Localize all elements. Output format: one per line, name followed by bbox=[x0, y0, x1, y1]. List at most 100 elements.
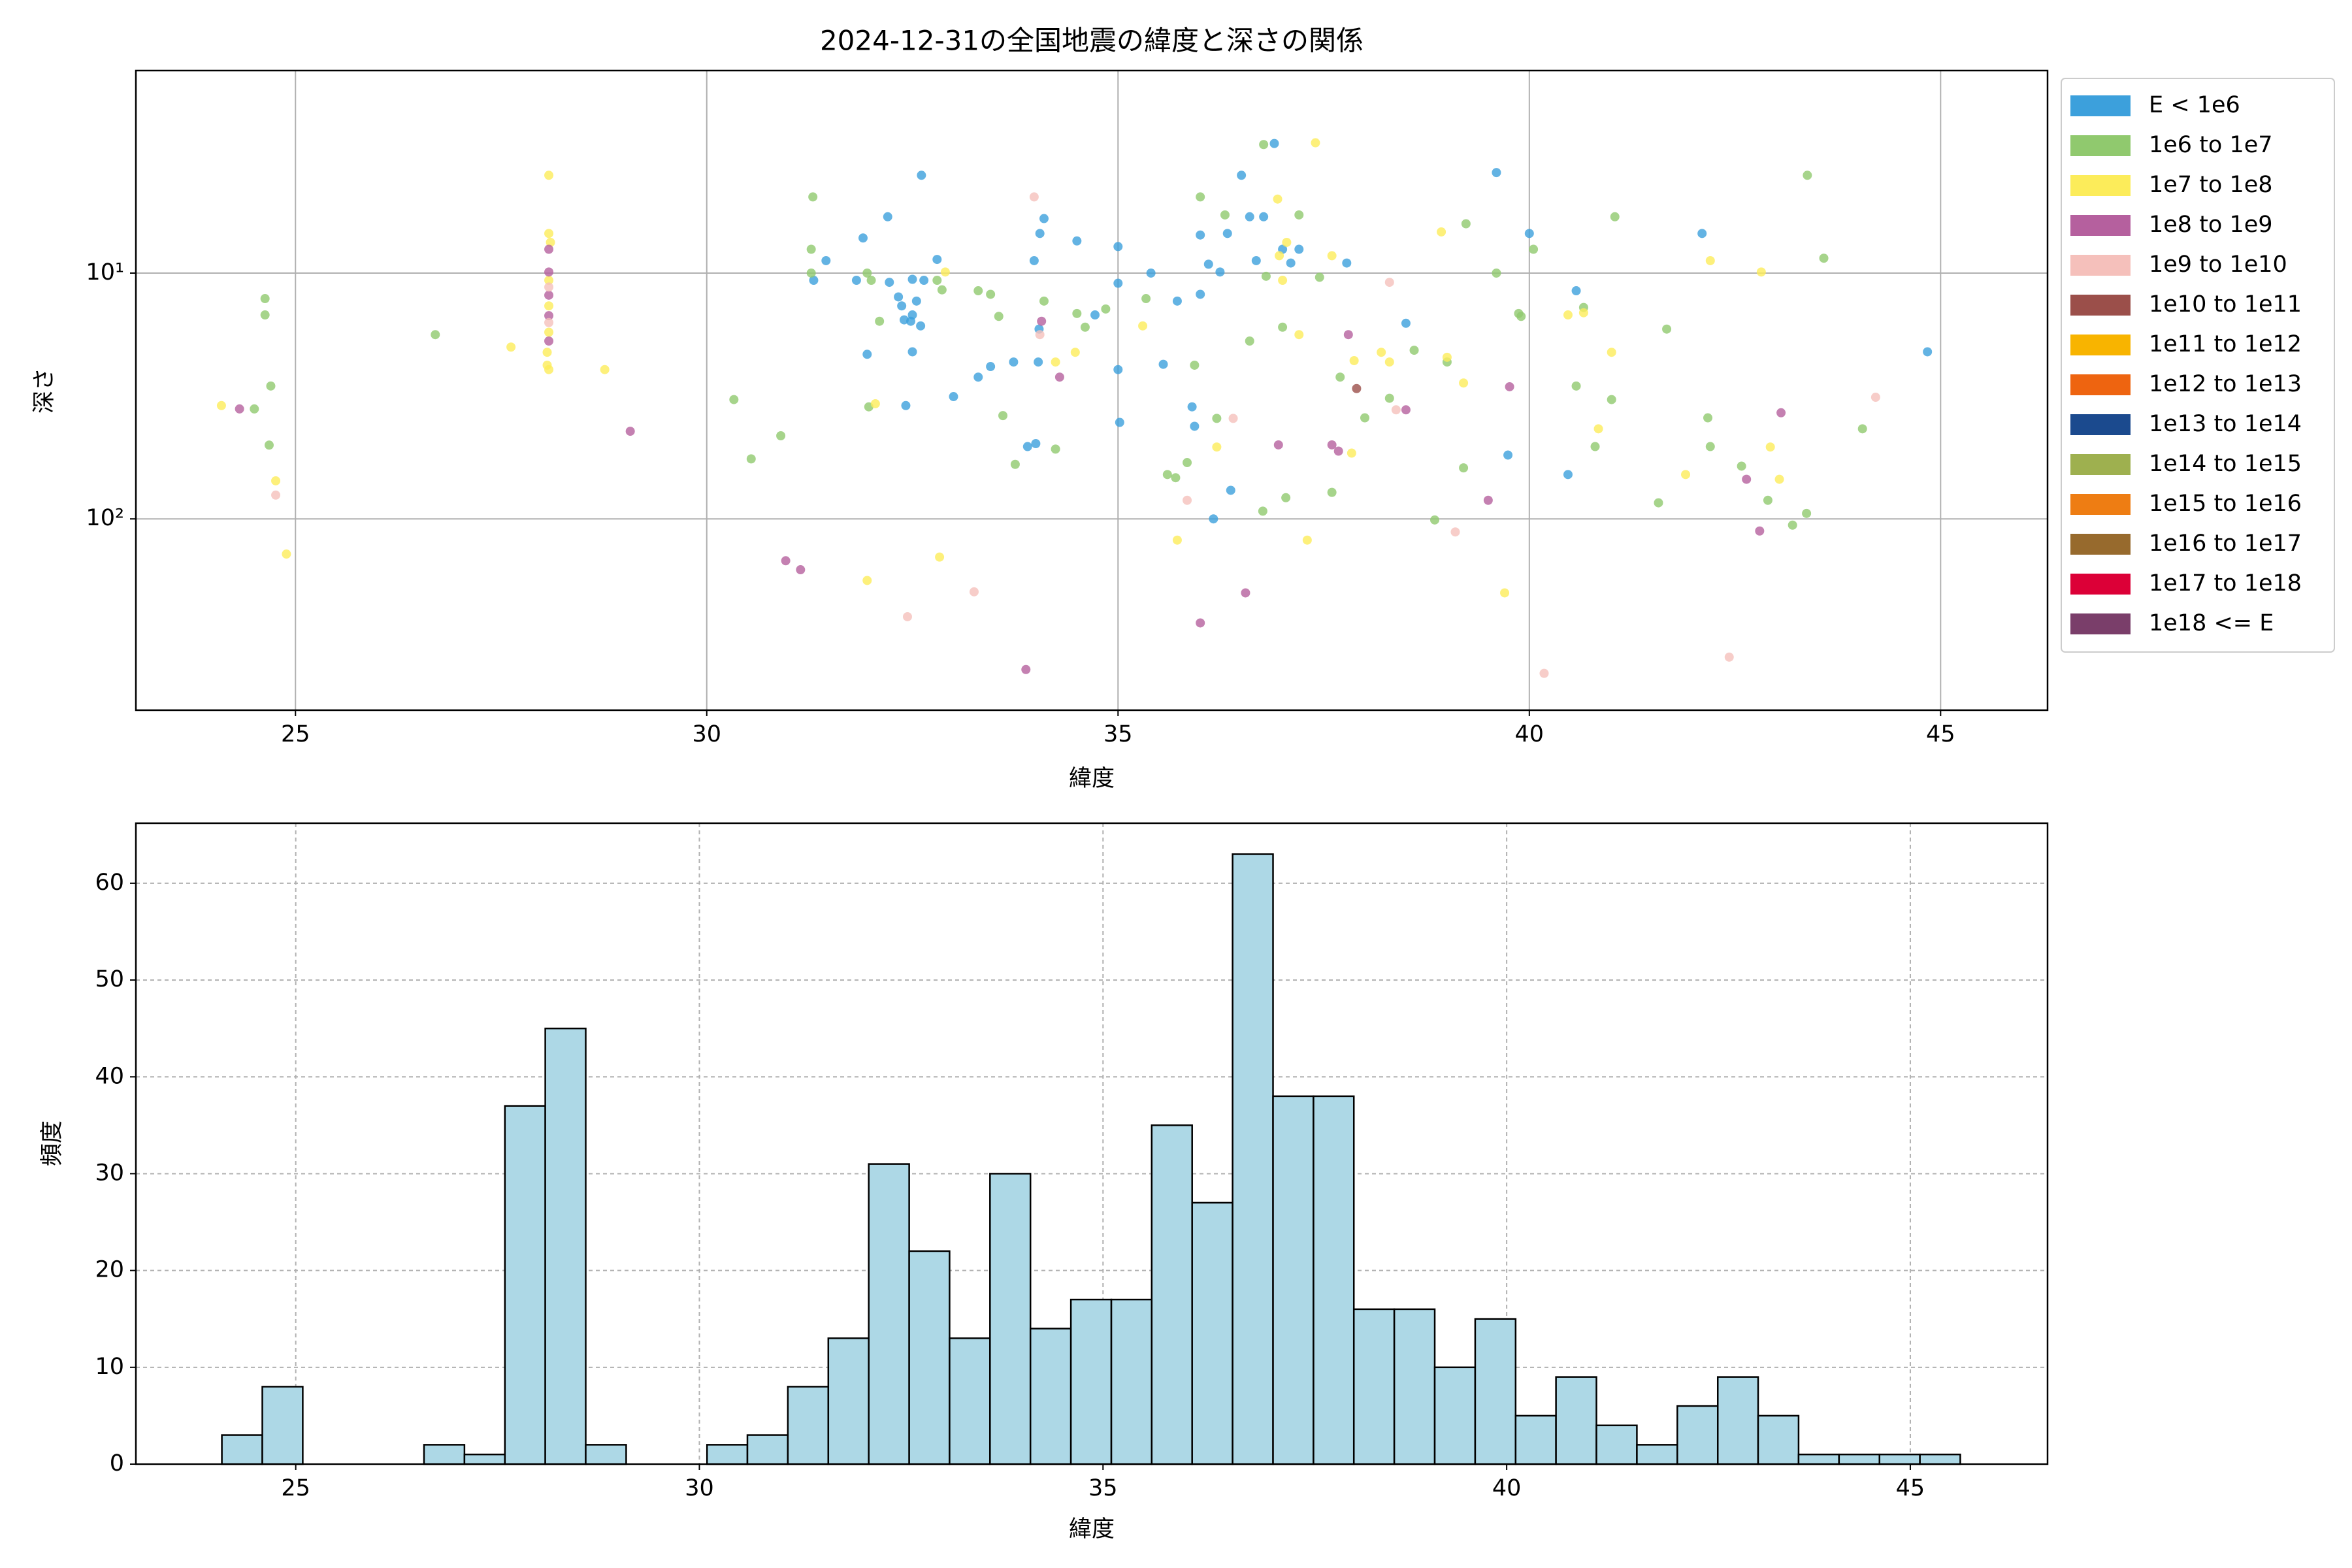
legend-swatch bbox=[2070, 414, 2131, 435]
point bbox=[235, 404, 244, 414]
point bbox=[1241, 588, 1250, 598]
point bbox=[1072, 236, 1082, 246]
point bbox=[1259, 212, 1269, 221]
legend-label: 1e15 to 1e16 bbox=[2149, 491, 2302, 517]
point bbox=[1196, 230, 1205, 240]
legend-label: 1e9 to 1e10 bbox=[2149, 252, 2287, 278]
bar bbox=[1757, 1414, 1800, 1465]
point bbox=[1222, 229, 1232, 238]
point bbox=[1756, 267, 1766, 277]
point bbox=[1763, 495, 1772, 505]
legend-swatch bbox=[2070, 255, 2131, 276]
point bbox=[1662, 324, 1672, 334]
bar bbox=[1393, 1308, 1436, 1465]
point bbox=[1459, 378, 1469, 388]
point bbox=[544, 171, 554, 180]
x-tick-label: 40 bbox=[1515, 721, 1544, 747]
point bbox=[1245, 212, 1254, 221]
point bbox=[1483, 495, 1493, 505]
bar bbox=[1555, 1376, 1597, 1465]
point bbox=[1384, 393, 1394, 403]
point bbox=[1327, 487, 1337, 497]
point bbox=[1258, 506, 1267, 516]
point bbox=[1705, 255, 1715, 265]
point bbox=[1220, 210, 1230, 220]
point bbox=[1539, 668, 1549, 678]
bar bbox=[1433, 1366, 1477, 1465]
point bbox=[1196, 618, 1205, 628]
point bbox=[937, 285, 947, 295]
point bbox=[1516, 312, 1526, 321]
point bbox=[1245, 336, 1254, 346]
point bbox=[806, 244, 816, 254]
legend-label: 1e17 to 1e18 bbox=[2149, 570, 2302, 596]
point bbox=[1029, 192, 1039, 202]
point bbox=[907, 310, 917, 320]
point bbox=[1190, 360, 1200, 370]
x-tick-label: 30 bbox=[685, 1475, 714, 1501]
point bbox=[1492, 268, 1501, 278]
point bbox=[1080, 322, 1090, 332]
point bbox=[1278, 322, 1288, 332]
point bbox=[1492, 168, 1501, 178]
point bbox=[973, 286, 983, 296]
point bbox=[1819, 253, 1829, 263]
bar bbox=[1676, 1405, 1719, 1465]
legend-label: 1e10 to 1e11 bbox=[2149, 291, 2302, 318]
point bbox=[1294, 330, 1304, 340]
point bbox=[544, 229, 554, 238]
point bbox=[1610, 212, 1620, 221]
point bbox=[1035, 229, 1045, 238]
legend-swatch bbox=[2070, 574, 2131, 595]
bar bbox=[827, 1337, 870, 1465]
bar bbox=[1313, 1095, 1355, 1465]
point bbox=[260, 294, 270, 304]
point bbox=[866, 276, 876, 286]
bar bbox=[1272, 1095, 1315, 1465]
point bbox=[1203, 259, 1213, 269]
point bbox=[1563, 470, 1573, 480]
point bbox=[894, 292, 904, 302]
bar bbox=[585, 1444, 627, 1465]
point bbox=[897, 301, 907, 311]
point bbox=[796, 565, 806, 575]
x-tick-label: 25 bbox=[281, 721, 310, 747]
point bbox=[907, 347, 917, 357]
point bbox=[1171, 473, 1181, 483]
point bbox=[973, 372, 983, 382]
point bbox=[949, 392, 958, 402]
point bbox=[1315, 272, 1324, 282]
point bbox=[1437, 227, 1446, 237]
bar bbox=[1191, 1201, 1233, 1465]
point bbox=[1377, 348, 1386, 357]
point bbox=[1384, 278, 1394, 287]
point bbox=[862, 576, 872, 585]
bar bbox=[787, 1386, 830, 1465]
bar bbox=[261, 1386, 304, 1465]
y-tick-label: 20 bbox=[95, 1257, 124, 1283]
bar bbox=[463, 1453, 506, 1465]
point bbox=[1590, 442, 1600, 451]
point bbox=[1742, 474, 1752, 484]
point bbox=[875, 316, 885, 326]
bar bbox=[1474, 1318, 1517, 1465]
legend-swatch bbox=[2070, 534, 2131, 555]
point bbox=[746, 454, 756, 464]
bar bbox=[989, 1173, 1032, 1465]
point bbox=[1269, 139, 1279, 148]
point bbox=[1228, 414, 1238, 423]
point bbox=[1343, 330, 1353, 340]
legend-label: 1e14 to 1e15 bbox=[2149, 451, 2302, 477]
point bbox=[1009, 357, 1019, 367]
legend-label: E < 1e6 bbox=[2149, 92, 2240, 118]
point bbox=[1333, 446, 1343, 456]
bar bbox=[706, 1444, 749, 1465]
point bbox=[1311, 138, 1320, 148]
y-tick-label: 60 bbox=[95, 870, 124, 896]
legend-swatch bbox=[2070, 215, 2131, 236]
point bbox=[1349, 355, 1359, 365]
bar bbox=[221, 1434, 263, 1465]
point bbox=[431, 330, 440, 340]
point bbox=[969, 587, 979, 596]
